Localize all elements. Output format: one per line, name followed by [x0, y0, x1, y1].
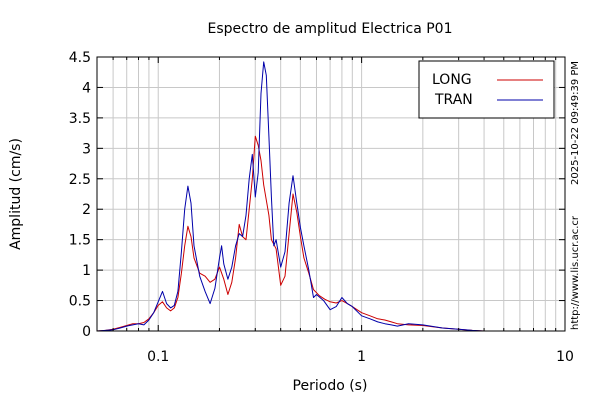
y-tick-label: 0.5: [69, 294, 91, 310]
series-line-long: [96, 135, 565, 332]
source-url-text: http://www.lis.ucr.ac.cr: [570, 215, 581, 330]
x-tick-label: 1: [357, 349, 366, 365]
chart-series: [96, 61, 565, 332]
y-axis-label: Amplitud (cm/s): [8, 138, 24, 250]
y-tick-label: 1.5: [69, 233, 91, 249]
y-tick-label: 3.5: [69, 111, 91, 127]
legend: LONG TRAN: [418, 60, 555, 119]
plot-frame: [96, 56, 566, 332]
x-axis-label: Periodo (s): [293, 378, 368, 394]
y-tick-label: 4.5: [69, 50, 91, 66]
y-tick-label: 1: [82, 263, 91, 279]
legend-label-long: LONG: [432, 72, 472, 88]
legend-label-tran: TRAN: [434, 92, 473, 108]
y-tick-label: 2.5: [69, 172, 91, 188]
timestamp-text: 2025-10-22 09:49:39 PM: [570, 61, 581, 185]
x-tick-label: 0.1: [147, 349, 169, 365]
y-tick-label: 3: [82, 141, 91, 157]
legend-box: [418, 60, 555, 119]
series-line-tran: [96, 61, 565, 332]
y-tick-label: 4: [82, 80, 91, 96]
y-tick-label: 0: [82, 324, 91, 340]
x-tick-label: 10: [556, 349, 574, 365]
y-tick-label: 2: [82, 202, 91, 218]
x-axis-ticks: 0.1 1 10: [96, 57, 574, 365]
y-axis-ticks: 0 0.5 1 1.5 2 2.5 3 3.5 4 4.5: [69, 50, 565, 340]
chart-title: Espectro de amplitud Electrica P01: [208, 21, 453, 37]
